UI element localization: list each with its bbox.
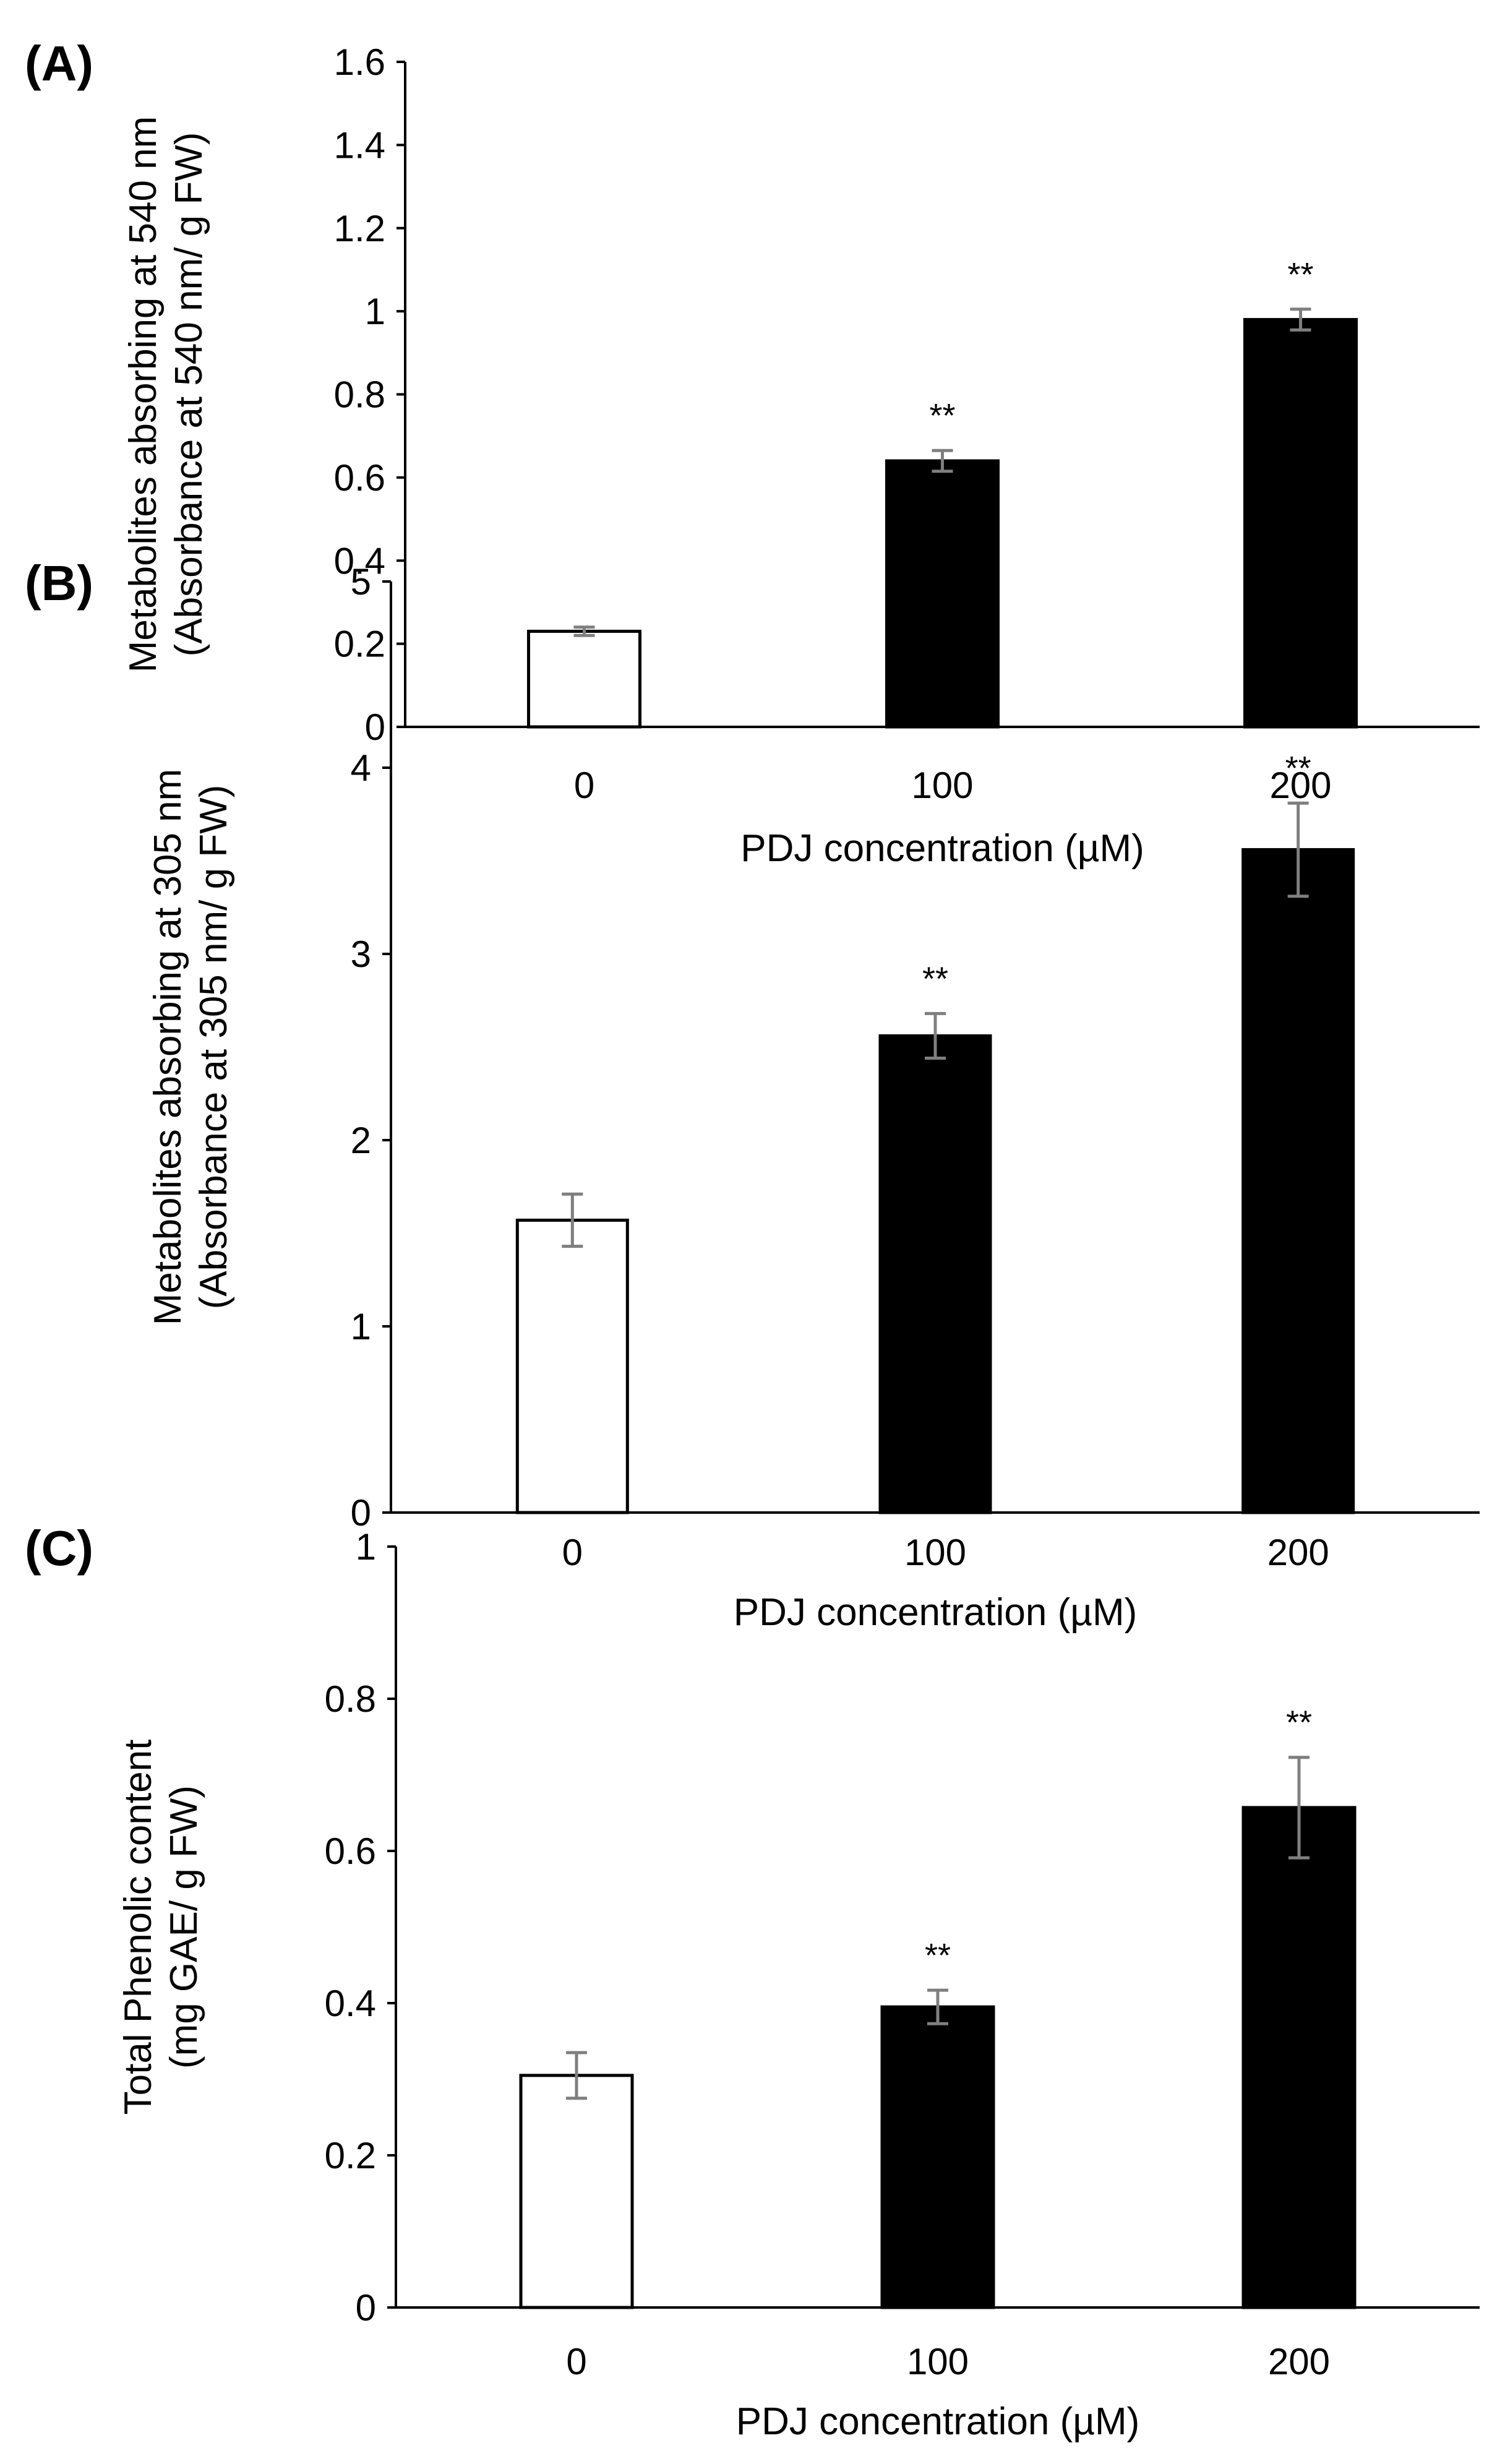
significance-marker: ** (922, 960, 948, 997)
x-tick-label: 0 (566, 2341, 586, 2382)
y-tick-label: 1 (365, 291, 385, 332)
y-tick-label: 1.6 (334, 41, 385, 83)
bar-0 (527, 629, 641, 729)
y-axis-title-line: Metabolites absorbing at 305 nm (147, 769, 189, 1326)
y-tick-label: 0.4 (334, 540, 385, 582)
y-tick-label: 5 (351, 561, 371, 603)
chart-panel-a: (A)00.20.40.60.811.21.41.60**100**200PDJ… (25, 36, 1480, 870)
significance-marker: ** (1287, 256, 1313, 293)
y-tick-label: 3 (351, 934, 371, 975)
y-tick-label: 1 (351, 1306, 371, 1347)
x-axis-title: PDJ concentration (µM) (734, 1591, 1137, 1634)
x-tick-label: 100 (907, 2341, 969, 2382)
y-tick-label: 1 (356, 1526, 376, 1568)
y-tick-label: 1.2 (334, 208, 385, 249)
panel-label: (A) (25, 36, 93, 91)
y-tick-label: 0 (351, 1492, 371, 1534)
y-axis-title-line: (mg GAE/ g FW) (163, 1785, 205, 2069)
y-tick-label: 0 (356, 2287, 376, 2329)
x-axis-title: PDJ concentration (µM) (736, 2400, 1139, 2443)
significance-marker: ** (929, 397, 955, 434)
y-tick-label: 0.8 (334, 374, 385, 416)
y-tick-label: 0.6 (325, 1831, 376, 1872)
y-tick-label: 1.4 (334, 124, 385, 166)
y-tick-label: 0.4 (325, 1983, 376, 2024)
y-axis-title-line: Total Phenolic content (117, 1740, 160, 2115)
y-axis-title: Metabolites absorbing at 540 nm(Absorban… (122, 116, 210, 673)
y-tick-label: 2 (351, 1120, 371, 1161)
bar-0 (515, 1218, 629, 1514)
y-axis-title-line: (Absorbance at 540 nm/ g FW) (168, 132, 210, 657)
x-tick-label: 100 (911, 765, 973, 806)
bar-100 (878, 1034, 992, 1514)
bar-200 (1243, 318, 1358, 729)
bar-0 (519, 2074, 634, 2309)
panel-label: (C) (25, 1521, 93, 1576)
bar-100 (885, 459, 1000, 729)
bar-200 (1241, 1806, 1357, 2309)
y-tick-label: 0.2 (325, 2135, 376, 2176)
y-axis-title: Metabolites absorbing at 305 nm(Absorban… (147, 769, 235, 1326)
y-tick-label: 0.8 (325, 1678, 376, 1720)
y-tick-label: 0 (365, 706, 385, 748)
x-tick-label: 0 (562, 1532, 583, 1573)
x-tick-label: 0 (574, 765, 594, 806)
significance-marker: ** (1286, 1704, 1312, 1741)
significance-marker: ** (1285, 750, 1311, 787)
y-axis-title: Total Phenolic content(mg GAE/ g FW) (117, 1740, 205, 2115)
y-tick-label: 0.2 (334, 624, 385, 665)
x-tick-label: 200 (1267, 1532, 1329, 1573)
significance-marker: ** (925, 1937, 951, 1974)
x-tick-label: 100 (904, 1532, 966, 1573)
panel-label: (B) (25, 556, 93, 611)
chart-panel-c: (C) 0 0.2 0.4 0.6 0.8 1 0 ** 100 ** 200 PDJ concentr… (25, 1521, 1480, 2443)
x-tick-label: 200 (1268, 2341, 1330, 2382)
y-tick-label: 0.6 (334, 457, 385, 499)
x-tick-label: 200 (1269, 765, 1331, 806)
y-axis-title-line: (Absorbance at 305 nm/ g FW) (192, 785, 235, 1310)
x-axis-title: PDJ concentration (µM) (740, 827, 1144, 870)
bar-100 (880, 2005, 995, 2309)
y-tick-label: 4 (351, 747, 371, 789)
bar-200 (1241, 848, 1355, 1514)
y-axis-title-line: Metabolites absorbing at 540 nm (122, 116, 165, 673)
